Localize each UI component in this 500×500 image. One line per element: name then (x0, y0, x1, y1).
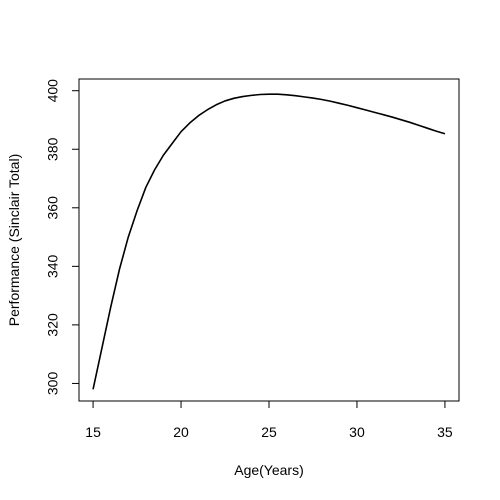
x-tick-label: 35 (437, 424, 453, 440)
y-axis-title: Performance (Sinclair Total) (6, 154, 22, 326)
y-tick-label: 300 (45, 372, 61, 396)
series-group (92, 93, 446, 390)
y-tick-label: 400 (45, 79, 61, 103)
y-tick-label: 320 (45, 313, 61, 337)
series-line (92, 93, 446, 390)
y-tick-label: 360 (45, 196, 61, 220)
x-axis: 15 20 25 30 35 (85, 400, 453, 440)
x-tick-label: 25 (261, 424, 277, 440)
y-tick-label: 380 (45, 137, 61, 161)
x-tick-label: 15 (85, 424, 101, 440)
y-axis: 300 320 340 360 380 400 (45, 79, 80, 396)
x-axis-title: Age(Years) (234, 462, 304, 478)
x-tick-label: 20 (173, 424, 189, 440)
y-tick-label: 340 (45, 254, 61, 278)
x-tick-label: 30 (349, 424, 365, 440)
